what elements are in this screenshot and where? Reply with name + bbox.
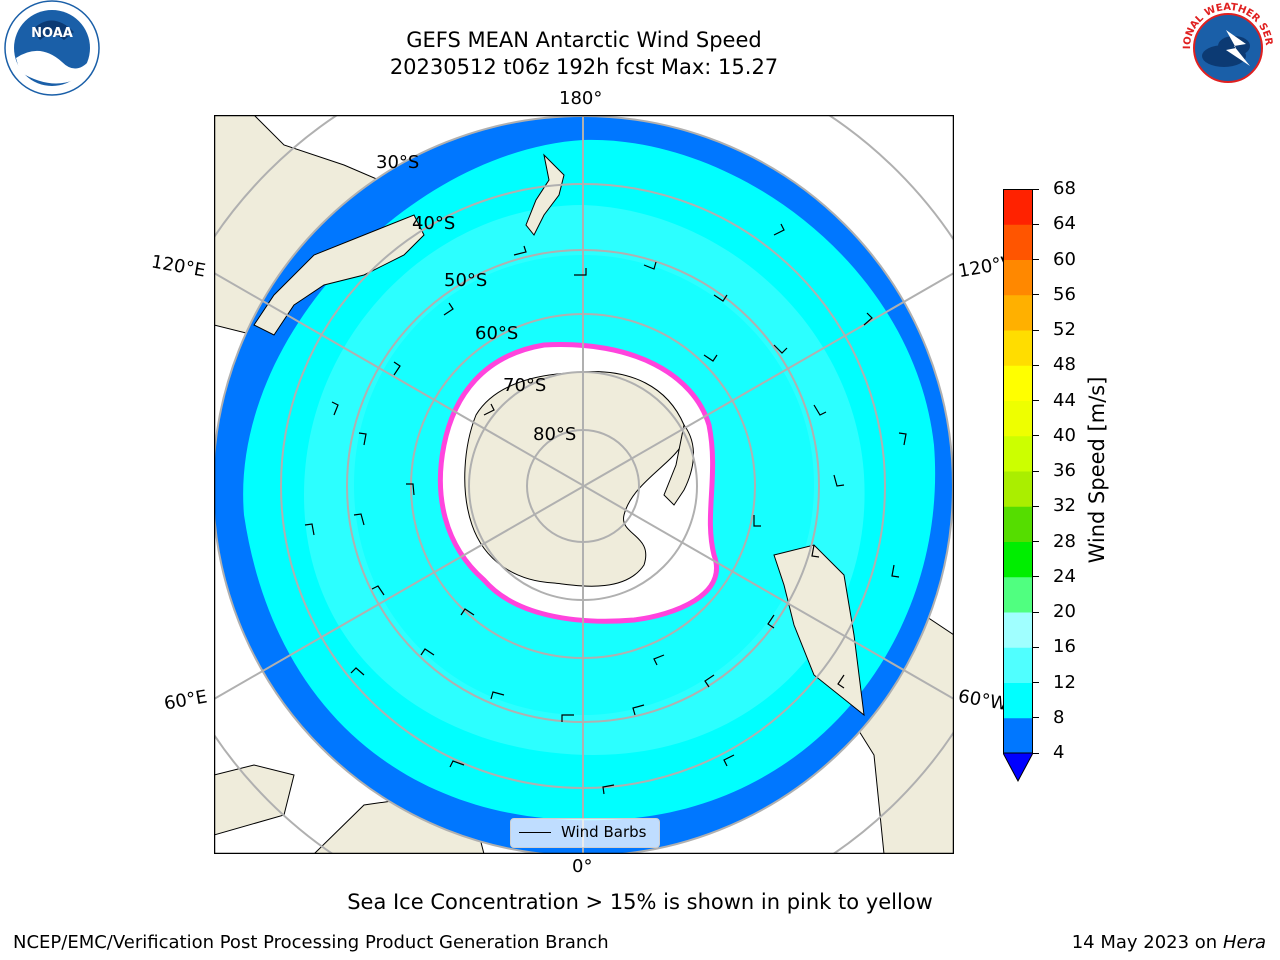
colorbar-tick-mark xyxy=(1033,576,1039,578)
colorbar-tick-mark xyxy=(1033,611,1039,613)
colorbar-label: Wind Speed [m/s] xyxy=(1085,376,1109,564)
noaa-logo-icon: NOAA xyxy=(0,0,105,100)
colorbar-tick-label: 32 xyxy=(1053,495,1076,517)
colorbar-band xyxy=(1003,612,1033,648)
colorbar-tick-mark xyxy=(1033,682,1039,683)
lat-label-30s: 30°S xyxy=(376,152,420,173)
lat-label-60s: 60°S xyxy=(475,323,519,344)
colorbar-frame xyxy=(1003,189,1033,754)
lon-label-60w: 60°W xyxy=(956,685,1010,716)
colorbar-tick-label: 4 xyxy=(1053,742,1065,763)
colorbar-tick-mark xyxy=(1033,646,1039,648)
colorbar-tick-mark xyxy=(1033,470,1039,472)
colorbar-tick-label: 20 xyxy=(1053,601,1076,622)
wind-barbs xyxy=(304,223,907,795)
colorbar-tick-mark xyxy=(1033,541,1039,542)
polar-map xyxy=(213,114,955,855)
colorbar-band xyxy=(1003,541,1033,578)
lat-label-80s: 80°S xyxy=(533,424,577,445)
colorbar-band xyxy=(1003,259,1033,296)
colorbar-band xyxy=(1003,400,1033,437)
colorbar-band xyxy=(1003,471,1033,507)
colorbar-tick-mark xyxy=(1033,259,1039,260)
footer-host: Hera xyxy=(1222,932,1266,953)
colorbar-tick-label: 8 xyxy=(1053,706,1065,728)
footer-right: 14 May 2023 on Hera xyxy=(1072,932,1266,953)
colorbar-tick-mark xyxy=(1033,364,1039,366)
colorbar-ticks: 4 8 12 16 20 24 28 32 36 40 44 48 52 56 60 64 68 xyxy=(1033,0,1093,960)
colorbar-tick-label: 68 xyxy=(1053,178,1076,199)
footer-left: NCEP/EMC/Verification Post Processing Pr… xyxy=(13,932,609,953)
colorbar-band xyxy=(1003,294,1033,331)
lon-label-0: 0° xyxy=(572,856,593,877)
colorbar-tick-label: 28 xyxy=(1053,530,1076,552)
colorbar-tick-label: 12 xyxy=(1053,671,1076,693)
map-title: GEFS MEAN Antarctic Wind Speed xyxy=(406,28,762,52)
map-legend: Wind Barbs xyxy=(510,818,660,848)
sea-ice-caption: Sea Ice Concentration > 15% is shown in … xyxy=(347,890,933,914)
colorbar-tick-mark xyxy=(1033,505,1039,507)
colorbar-extend-triangle xyxy=(1002,752,1034,783)
lat-label-40s: 40°S xyxy=(412,213,456,234)
colorbar-tick-mark xyxy=(1033,294,1039,296)
colorbar-band xyxy=(1003,647,1033,683)
nws-logo-icon: NATIONAL WEATHER SERVICE xyxy=(1172,0,1280,100)
polar-map-svg xyxy=(213,114,955,855)
colorbar-tick-mark xyxy=(1033,717,1039,719)
colorbar-tick-label: 56 xyxy=(1053,283,1076,305)
colorbar-svg xyxy=(1002,189,1034,783)
colorbar-tick-label: 36 xyxy=(1053,460,1076,481)
colorbar-band xyxy=(1003,576,1033,613)
map-subtitle: 20230512 t06z 192h fcst Max: 15.27 xyxy=(389,55,779,79)
colorbar-tick-label: 16 xyxy=(1053,636,1076,658)
colorbar-band xyxy=(1003,189,1033,225)
colorbar-tick-label: 40 xyxy=(1053,424,1076,446)
colorbar-tick-mark xyxy=(1033,435,1039,437)
lat-label-70s: 70°S xyxy=(503,375,547,396)
colorbar xyxy=(1002,189,1034,784)
colorbar-tick-label: 64 xyxy=(1053,213,1076,235)
colorbar-band xyxy=(1003,365,1033,401)
lon-label-60e: 60°E xyxy=(162,686,209,715)
colorbar-tick-mark xyxy=(1033,223,1039,225)
colorbar-band xyxy=(1003,717,1033,754)
colorbar-tick-mark xyxy=(1033,188,1039,190)
legend-line xyxy=(519,832,551,833)
lon-label-180: 180° xyxy=(559,88,603,109)
colorbar-band xyxy=(1003,330,1033,366)
noaa-logo-text: NOAA xyxy=(31,26,73,41)
colorbar-tick-label: 24 xyxy=(1053,565,1076,587)
lon-label-120e: 120°E xyxy=(149,251,208,282)
colorbar-tick-label: 60 xyxy=(1053,248,1076,270)
colorbar-tick-mark xyxy=(1033,752,1039,754)
colorbar-tick-label: 48 xyxy=(1053,354,1076,376)
footer-date: 14 May 2023 on xyxy=(1071,932,1218,953)
colorbar-tick-label: 44 xyxy=(1053,389,1076,411)
colorbar-band xyxy=(1003,435,1033,472)
colorbar-band xyxy=(1003,506,1033,542)
colorbar-tick-label: 52 xyxy=(1053,319,1076,340)
colorbar-band xyxy=(1003,682,1033,719)
colorbar-tick-mark xyxy=(1033,329,1039,331)
legend-label: Wind Barbs xyxy=(561,823,647,841)
colorbar-tick-mark xyxy=(1033,400,1039,401)
lat-label-50s: 50°S xyxy=(444,270,488,291)
colorbar-band xyxy=(1003,224,1033,260)
